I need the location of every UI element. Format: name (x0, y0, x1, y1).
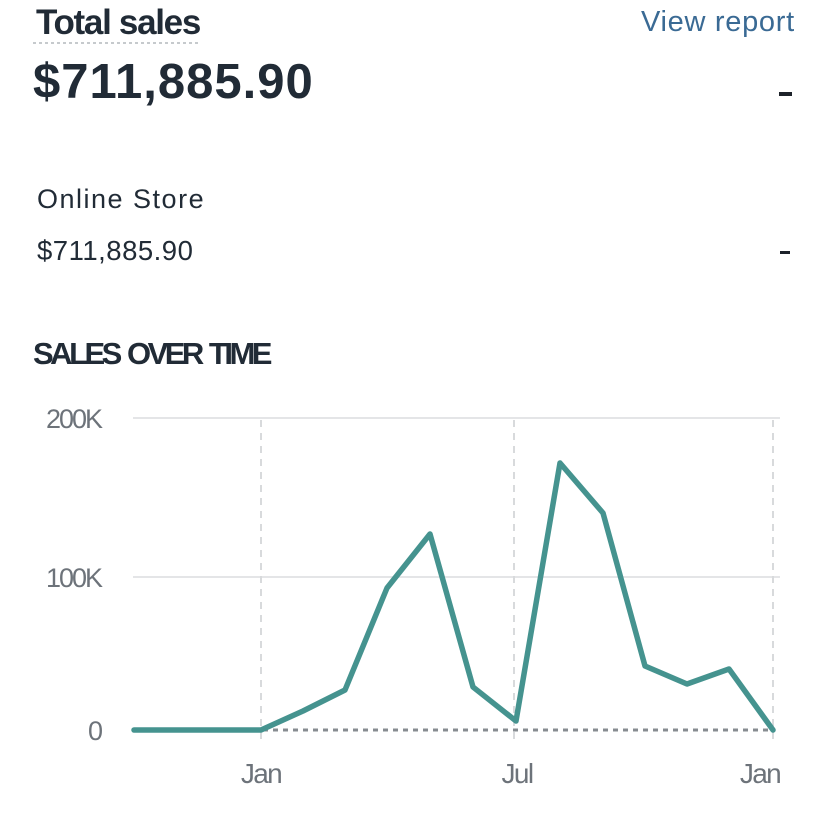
svg-text:200K: 200K (46, 404, 103, 434)
svg-text:100K: 100K (46, 563, 103, 593)
svg-text:Jan: Jan (740, 758, 780, 789)
svg-text:0: 0 (88, 716, 102, 746)
svg-text:Jan: Jan (241, 758, 281, 789)
svg-text:Jul: Jul (502, 758, 533, 789)
